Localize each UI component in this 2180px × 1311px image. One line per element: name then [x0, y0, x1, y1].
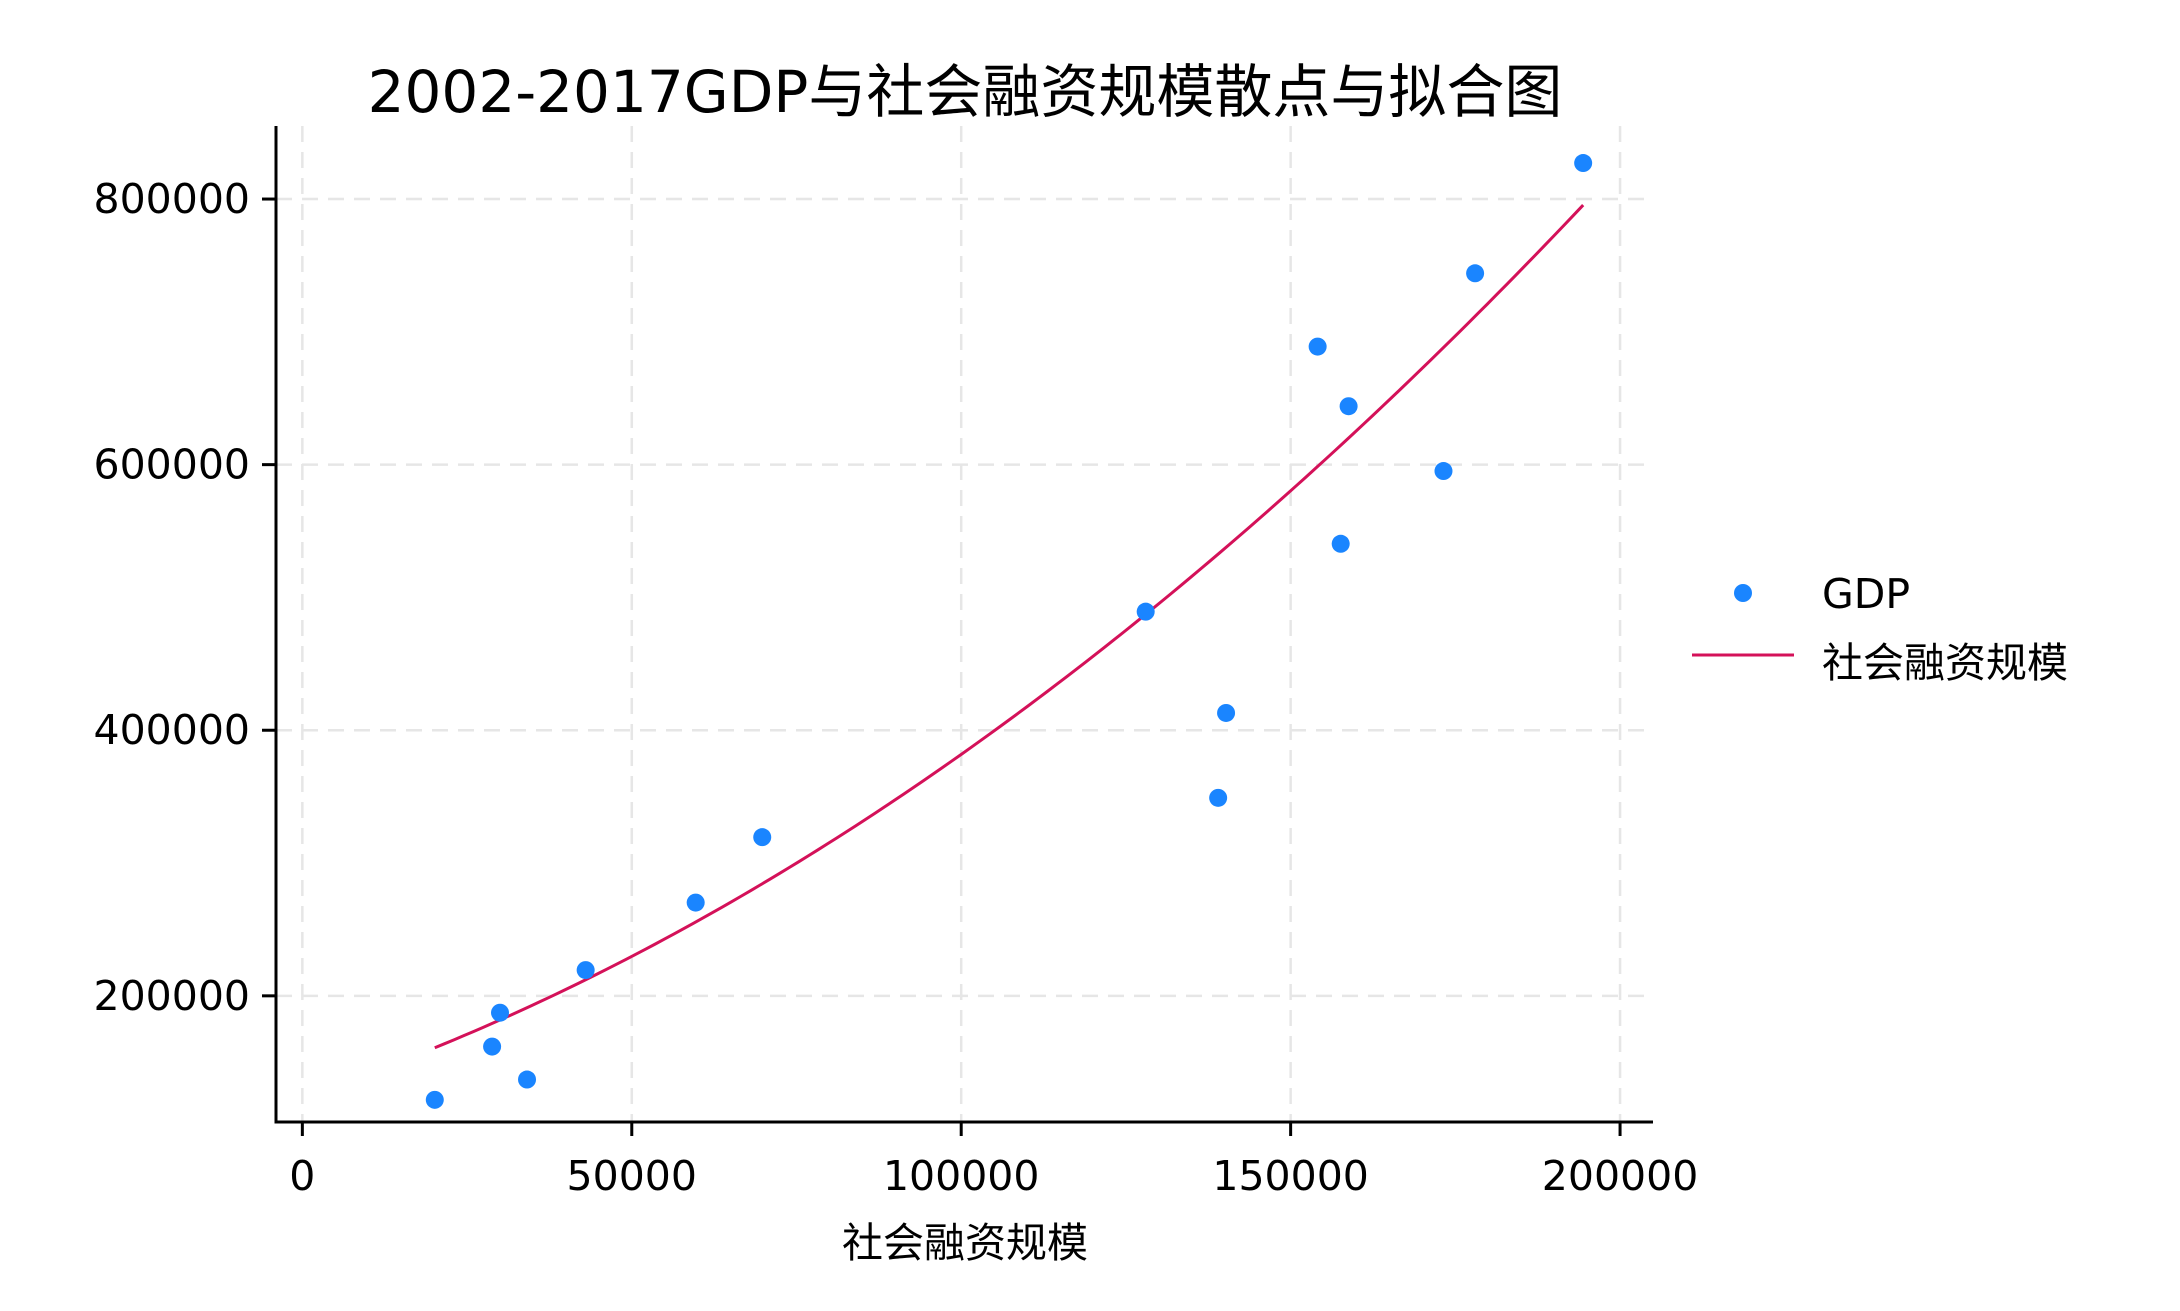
axes-layer: 0 50000 100000 150000 200000 200000 400000 6000…	[93, 126, 1698, 1200]
scatter-point-6	[753, 828, 772, 847]
scatter-point-13	[1434, 462, 1453, 481]
scatter-point-2	[491, 1003, 510, 1022]
legend-marker-gdp	[1734, 584, 1752, 602]
scatter-point-8	[1209, 788, 1228, 807]
y-tick-label-0: 200000	[93, 972, 250, 1020]
scatter-point-15	[1574, 154, 1593, 173]
x-axis-title: 社会融资规模	[842, 1219, 1088, 1267]
legend-label-gdp: GDP	[1822, 570, 1910, 618]
scatter-point-14	[1466, 264, 1485, 283]
x-tick-label-2: 100000	[883, 1152, 1040, 1200]
x-tick-label-4: 200000	[1542, 1152, 1699, 1200]
scatter-point-12	[1339, 397, 1358, 416]
chart-title: 2002-2017GDP与社会融资规模散点与拟合图	[368, 58, 1563, 126]
legend-label-fit: 社会融资规模	[1822, 639, 2068, 687]
scatter-point-5	[686, 893, 705, 912]
scatter-point-0	[425, 1090, 444, 1109]
scatter-point-3	[518, 1070, 537, 1089]
scatter-point-1	[483, 1037, 502, 1056]
y-tick-label-3: 800000	[93, 175, 250, 223]
scatter-point-7	[1136, 602, 1155, 621]
x-tick-label-0: 0	[289, 1152, 315, 1200]
fit-line-layer	[434, 204, 1585, 1050]
scatter-points-layer	[425, 154, 1593, 1109]
grid-layer	[276, 126, 1653, 1122]
legend: GDP 社会融资规模	[1692, 570, 2068, 687]
x-tick-label-1: 50000	[567, 1152, 697, 1200]
y-tick-label-1: 400000	[93, 706, 250, 754]
x-tick-label-3: 150000	[1212, 1152, 1369, 1200]
scatter-point-11	[1331, 534, 1350, 553]
scatter-point-9	[1217, 703, 1236, 722]
scatter-point-4	[576, 961, 595, 980]
y-tick-label-2: 600000	[93, 441, 250, 489]
scatter-point-10	[1308, 337, 1327, 356]
fit-line	[434, 204, 1585, 1050]
